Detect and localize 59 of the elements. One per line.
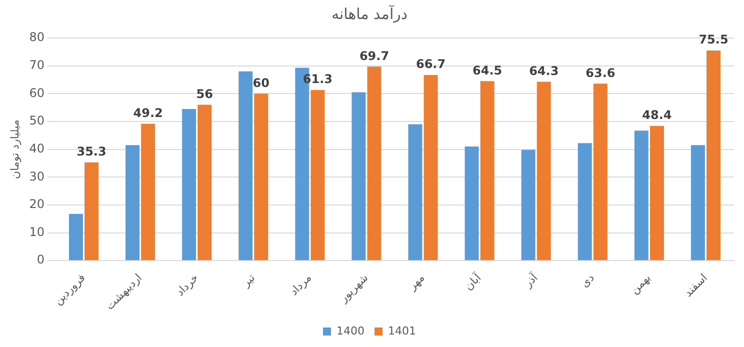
x-tick-label: مرداد bbox=[287, 271, 314, 298]
x-tick-label: اسفند bbox=[682, 271, 710, 300]
bar bbox=[690, 145, 705, 260]
x-tick-label: فروردین bbox=[52, 271, 88, 308]
data-label: 60 bbox=[252, 76, 270, 90]
bar bbox=[352, 92, 366, 260]
bar bbox=[521, 150, 536, 260]
data-label: 69.7 bbox=[359, 48, 390, 63]
y-tick-label: 20 bbox=[29, 197, 44, 212]
bar bbox=[424, 75, 438, 260]
bar bbox=[182, 108, 196, 260]
y-axis-title: میلیارد تومان bbox=[8, 120, 22, 179]
y-tick-label: 70 bbox=[29, 58, 44, 72]
y-tick-label: 30 bbox=[29, 169, 44, 184]
legend-label: 1401 bbox=[388, 324, 416, 338]
x-tick-label: دی bbox=[578, 271, 597, 290]
bar bbox=[126, 145, 140, 260]
bar bbox=[238, 71, 253, 260]
bar bbox=[706, 50, 720, 260]
data-label: 64.5 bbox=[472, 63, 502, 78]
bar bbox=[141, 124, 156, 260]
x-tick-label: شهریور bbox=[336, 271, 371, 306]
data-label: 56 bbox=[196, 86, 213, 101]
y-tick-label: 40 bbox=[29, 141, 44, 156]
bar bbox=[254, 94, 268, 260]
bar bbox=[408, 124, 422, 260]
bar bbox=[464, 146, 479, 260]
x-tick-label: اردیبهشت bbox=[103, 271, 144, 312]
x-tick-label: آبان bbox=[461, 270, 484, 293]
data-label: 66.7 bbox=[416, 57, 446, 72]
chart-title: درآمد ماهانه bbox=[331, 4, 408, 23]
bar bbox=[536, 82, 551, 260]
x-tick-label: بهمن bbox=[628, 271, 654, 297]
data-label: 64.3 bbox=[529, 64, 559, 78]
legend-label: 1400 bbox=[336, 324, 365, 338]
bar bbox=[593, 84, 608, 260]
bar bbox=[650, 126, 664, 260]
data-label: 49.2 bbox=[133, 106, 163, 120]
x-tick-label: مهر bbox=[405, 271, 428, 294]
data-label: 35.3 bbox=[76, 144, 106, 159]
bar bbox=[578, 143, 592, 260]
bar bbox=[367, 66, 382, 260]
x-tick-label: آذر bbox=[520, 270, 541, 291]
y-tick-label: 80 bbox=[29, 30, 44, 44]
bar bbox=[198, 104, 212, 260]
bar bbox=[480, 81, 494, 260]
y-tick-label: 10 bbox=[29, 224, 44, 239]
y-tick-label: 50 bbox=[29, 114, 44, 128]
bar bbox=[68, 214, 83, 260]
bar bbox=[84, 162, 99, 260]
bar bbox=[634, 130, 648, 260]
bar bbox=[310, 90, 325, 260]
data-label: 48.4 bbox=[642, 108, 672, 122]
data-label: 63.6 bbox=[586, 66, 616, 80]
y-tick-label: 0 bbox=[36, 252, 44, 267]
x-tick-label: خرداد bbox=[174, 271, 201, 299]
x-tick-label: تیر bbox=[238, 271, 258, 290]
y-tick-label: 60 bbox=[29, 86, 44, 100]
data-label: 75.5 bbox=[698, 32, 728, 47]
